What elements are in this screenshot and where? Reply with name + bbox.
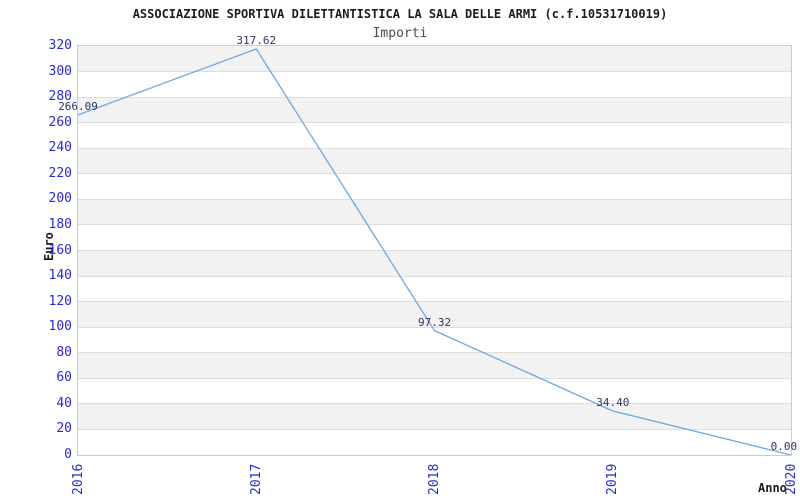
y-tick-label: 120 <box>48 293 72 309</box>
grid-line <box>78 96 791 98</box>
y-tick-label: 40 <box>56 395 72 411</box>
chart-title: ASSOCIAZIONE SPORTIVA DILETTANTISTICA LA… <box>132 7 668 21</box>
x-tick-label: 2018 <box>427 463 442 495</box>
y-tick-label: 200 <box>48 191 72 207</box>
y-tick-label: 320 <box>48 38 72 53</box>
y-tick-label: 140 <box>48 268 72 284</box>
data-label: 266.09 <box>58 99 98 113</box>
plot-band <box>78 122 791 149</box>
grid-line <box>78 377 791 379</box>
plot-band <box>78 199 791 225</box>
x-tick-label: 2016 <box>70 463 86 495</box>
y-tick-label: 180 <box>48 216 72 232</box>
grid-line <box>78 198 791 200</box>
y-tick-label: 240 <box>48 140 72 156</box>
y-tick-label: 260 <box>48 114 72 130</box>
y-tick-label: 280 <box>48 89 72 105</box>
y-tick-label: 20 <box>56 421 72 437</box>
x-tick-label: 2017 <box>248 463 264 495</box>
plot-band <box>78 301 791 328</box>
plot-band <box>78 276 791 302</box>
plot-band <box>78 71 791 98</box>
data-label: 97.32 <box>418 315 452 329</box>
y-tick-label: 60 <box>56 370 72 386</box>
grid-line <box>78 301 791 303</box>
grid-line <box>78 403 791 405</box>
plot-band <box>78 378 791 404</box>
data-label: 34.40 <box>596 396 630 409</box>
y-tick-label: 220 <box>48 165 72 181</box>
grid-line <box>78 71 791 73</box>
plot-band <box>78 250 791 277</box>
data-label: 0.00 <box>770 440 798 453</box>
grid-line <box>78 352 791 354</box>
grid-line <box>78 275 791 277</box>
plot-band <box>78 97 791 123</box>
x-tick-label: 2019 <box>605 463 621 495</box>
grid-line <box>78 173 791 175</box>
plot-band <box>78 429 791 455</box>
x-tick-label: 2020 <box>783 463 799 495</box>
y-tick-label: 100 <box>48 319 72 335</box>
x-axis-title: Anno <box>758 481 787 495</box>
grid-line <box>78 250 791 251</box>
grid-line <box>78 224 791 226</box>
y-tick-label: 0 <box>64 447 72 462</box>
plot-band <box>78 327 791 353</box>
plot-band <box>78 148 791 174</box>
importi-line <box>78 48 791 455</box>
plot-band <box>78 224 791 251</box>
plot-band <box>78 173 791 200</box>
grid-line <box>78 147 791 149</box>
chart-subtitle: Importi <box>372 26 428 41</box>
y-tick-label: 160 <box>48 242 72 258</box>
plot-band <box>78 352 791 379</box>
y-tick-label: 80 <box>56 344 72 360</box>
grid-line <box>78 326 791 328</box>
y-tick-label: 300 <box>48 63 72 79</box>
data-label: 317.62 <box>236 34 277 47</box>
grid-line <box>78 122 791 124</box>
series-line <box>78 48 791 455</box>
grid-line <box>78 428 791 430</box>
plot-band <box>78 46 791 72</box>
plot-area <box>77 45 792 456</box>
